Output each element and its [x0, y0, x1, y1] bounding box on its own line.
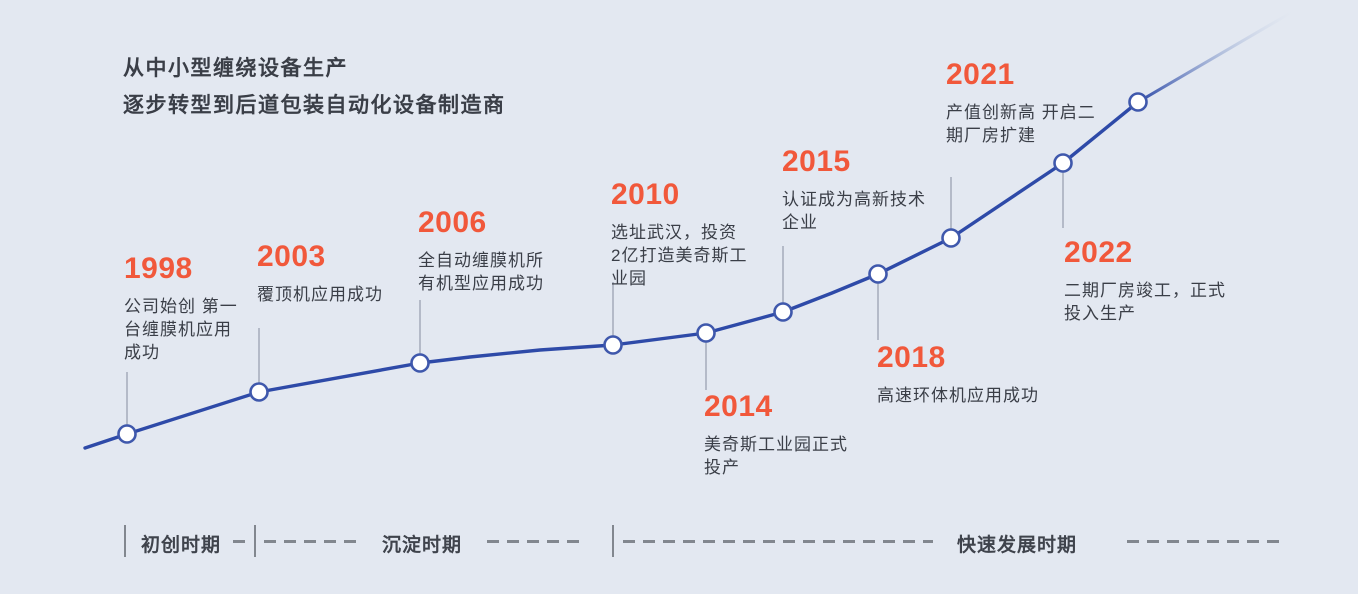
milestone-desc: 选址武汉，投资 2亿打造美奇斯工 业园: [611, 223, 748, 288]
milestone-dot-2014: [696, 323, 716, 343]
milestone-dot-2010: [603, 335, 623, 355]
milestone-desc: 全自动缠膜机所 有机型应用成功: [418, 251, 544, 293]
milestone-desc: 高速环体机应用成功: [877, 386, 1039, 405]
curve-end-dot: [1128, 92, 1148, 112]
dashed-line: [623, 540, 933, 543]
milestone-year: 2006: [418, 206, 487, 239]
milestone-year: 2021: [946, 58, 1015, 91]
axis-tick: [124, 525, 126, 557]
milestone-dot-2018: [868, 264, 888, 284]
milestone-2010: 2010 选址武汉，投资 2亿打造美奇斯工 业园: [611, 178, 747, 290]
milestone-year: 1998: [124, 252, 193, 285]
axis-tick: [254, 525, 256, 557]
milestone-2015: 2015 认证成为高新技术 企业: [782, 145, 926, 234]
milestone-dot-2003: [249, 382, 269, 402]
milestone-desc: 认证成为高新技术 企业: [782, 190, 926, 232]
phase-label-rapid-development: 快速发展时期: [957, 535, 1078, 556]
milestone-year: 2015: [782, 145, 851, 178]
milestone-1998: 1998 公司始创 第一 台缠膜机应用 成功: [124, 252, 238, 364]
milestone-2014: 2014 美奇斯工业园正式 投产: [704, 390, 848, 479]
dashed-line: [233, 540, 248, 543]
milestone-2021: 2021 产值创新高 开启二 期厂房扩建: [946, 58, 1096, 147]
milestone-dot-2015: [773, 302, 793, 322]
milestone-2022: 2022 二期厂房竣工，正式 投入生产: [1064, 236, 1226, 325]
milestone-desc: 美奇斯工业园正式 投产: [704, 435, 848, 477]
milestone-desc: 公司始创 第一 台缠膜机应用 成功: [124, 297, 238, 362]
milestone-2018: 2018 高速环体机应用成功: [877, 341, 1039, 407]
milestone-year: 2003: [257, 240, 326, 273]
milestone-year: 2022: [1064, 236, 1133, 269]
dashed-line: [1127, 540, 1279, 543]
dashed-line: [487, 540, 585, 543]
leader-lines: [126, 172, 1064, 426]
phase-label-consolidation: 沉淀时期: [382, 535, 463, 556]
growth-curve: [83, 100, 1140, 450]
milestone-desc: 二期厂房竣工，正式 投入生产: [1064, 281, 1226, 323]
milestone-year: 2010: [611, 178, 680, 211]
growth-curve-fade-tail: [1136, 10, 1294, 104]
milestone-dots: [117, 92, 1148, 444]
phase-label-initial: 初创时期: [141, 535, 222, 556]
milestone-2006: 2006 全自动缠膜机所 有机型应用成功: [418, 206, 544, 295]
dashed-line: [264, 540, 362, 543]
milestone-year: 2014: [704, 390, 773, 423]
milestone-dot-2006: [410, 353, 430, 373]
milestone-dot-2021: [941, 228, 961, 248]
axis-tick: [612, 525, 614, 557]
milestone-dot-1998: [117, 424, 137, 444]
milestone-dot-2022: [1053, 153, 1073, 173]
milestone-desc: 覆顶机应用成功: [257, 285, 383, 304]
page-title: 从中小型缠绕设备生产 逐步转型到后道包装自动化设备制造商: [123, 57, 506, 117]
milestone-year: 2018: [877, 341, 946, 374]
milestone-2003: 2003 覆顶机应用成功: [257, 240, 383, 306]
milestone-desc: 产值创新高 开启二 期厂房扩建: [946, 103, 1096, 145]
